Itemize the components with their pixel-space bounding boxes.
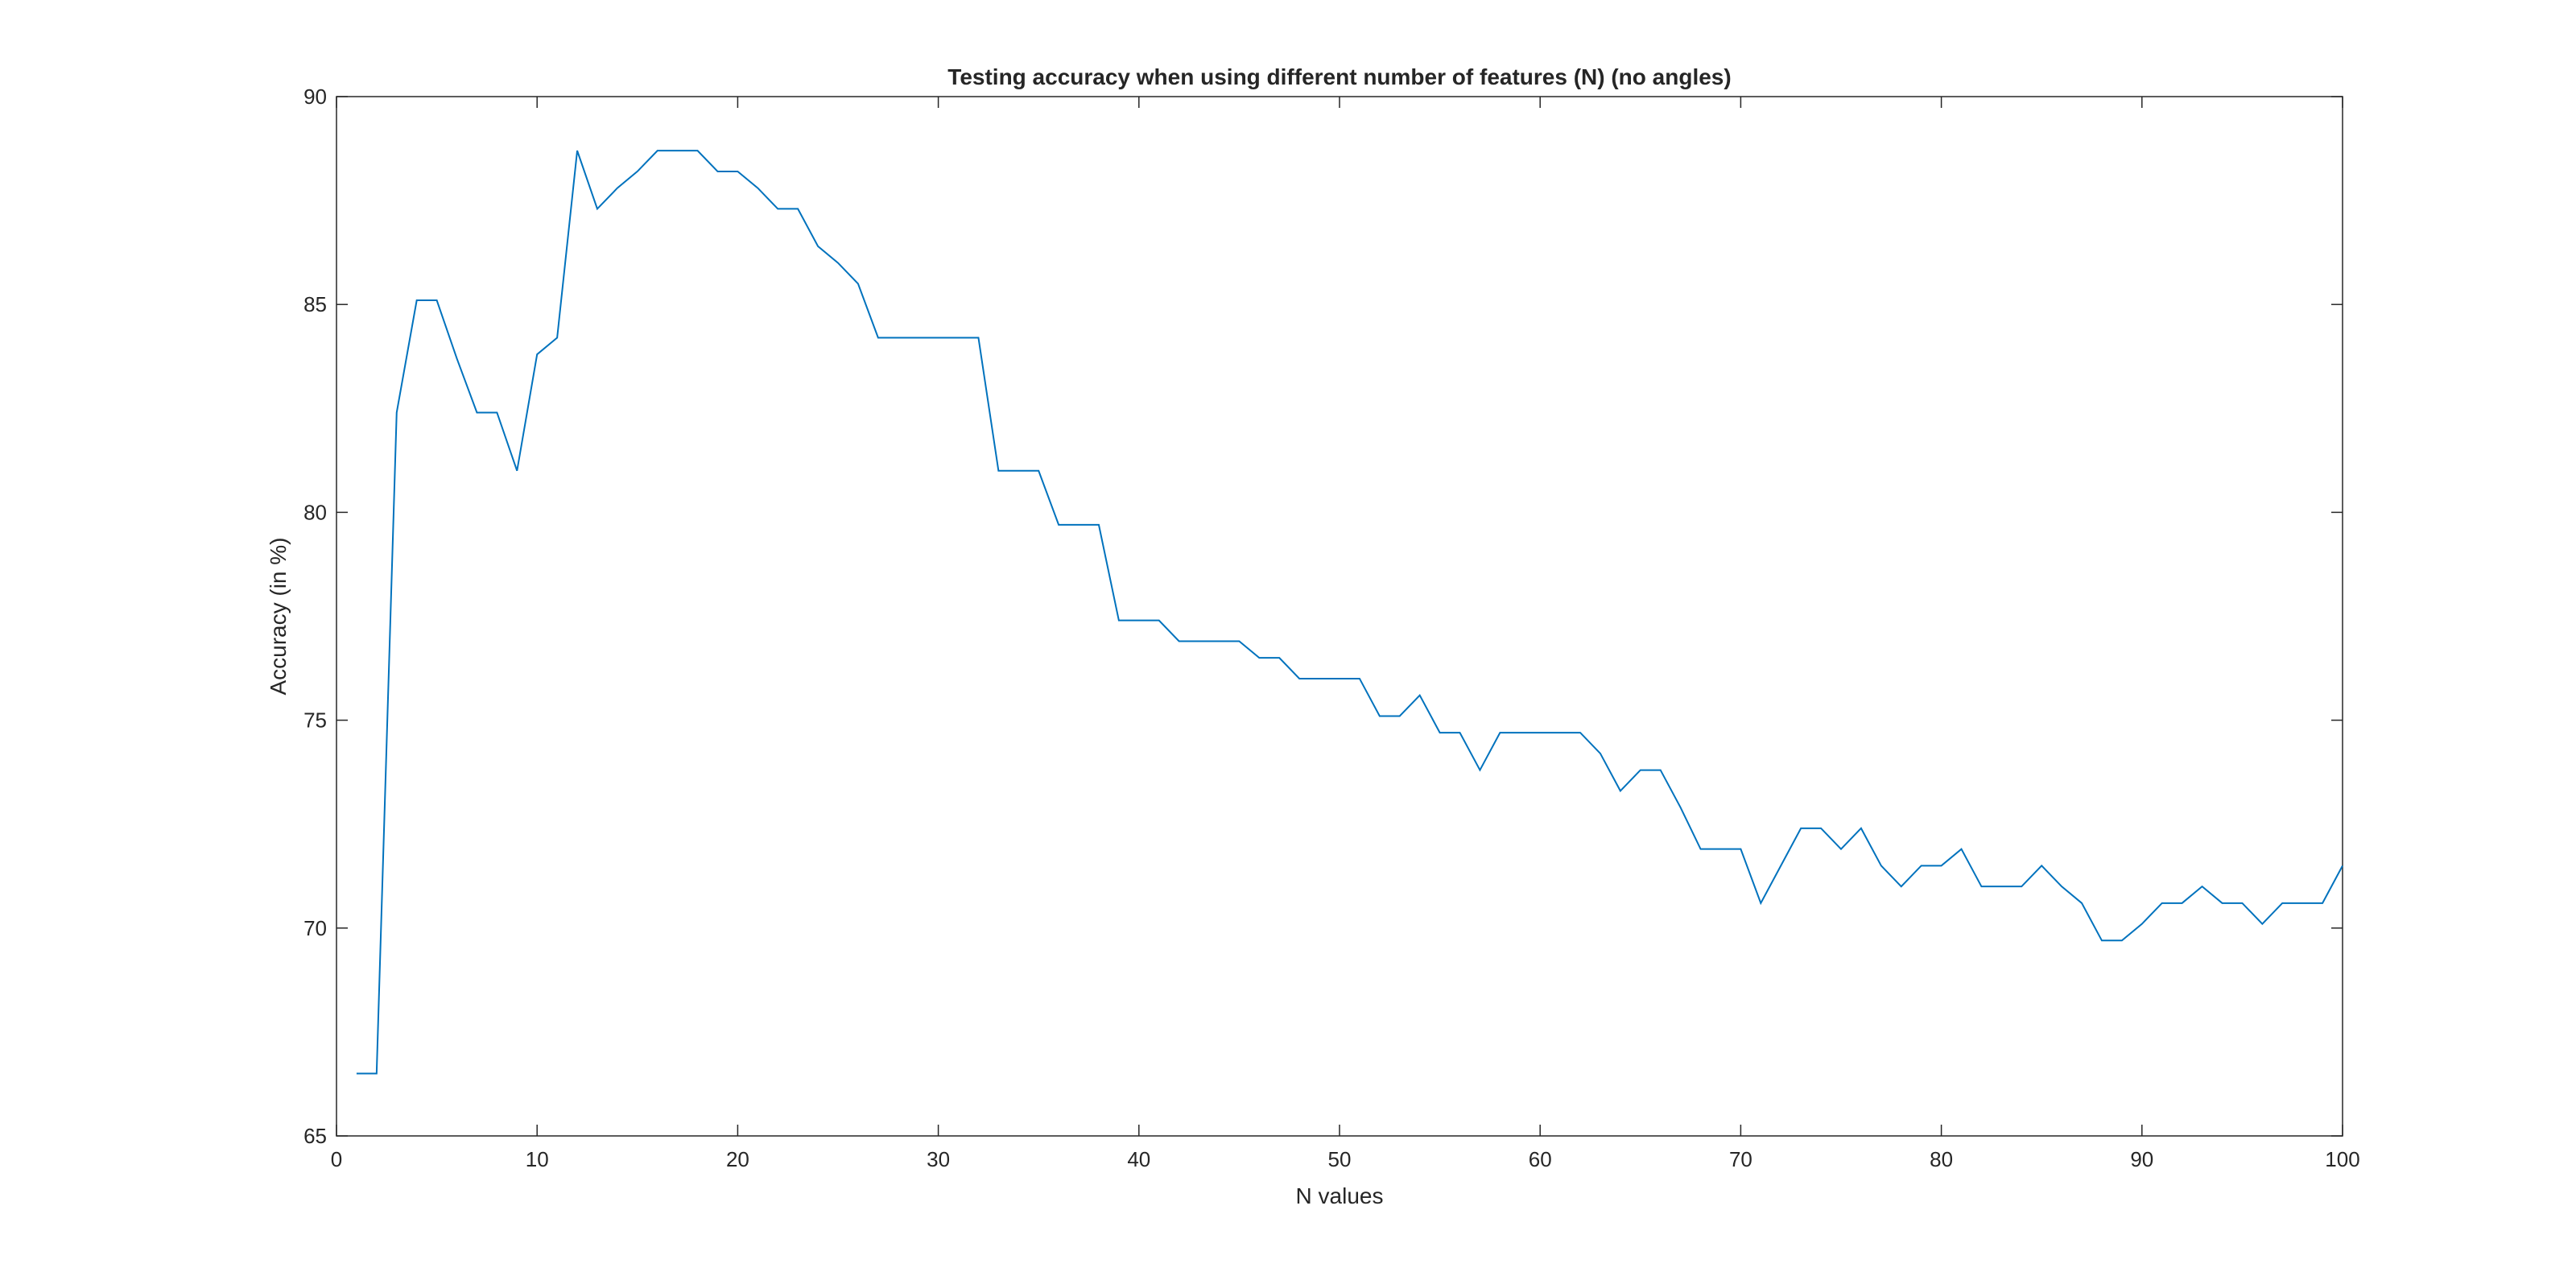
y-axis-label: Accuracy (in %) (266, 537, 291, 695)
x-tick-label: 60 (1529, 1147, 1552, 1171)
chart-title: Testing accuracy when using different nu… (947, 64, 1731, 89)
x-tick-label: 100 (2325, 1147, 2359, 1171)
x-axis-label: N values (1296, 1183, 1384, 1208)
x-tick-label: 10 (526, 1147, 549, 1171)
x-tick-label: 70 (1729, 1147, 1752, 1171)
x-tick-label: 80 (1930, 1147, 1953, 1171)
y-tick-label: 70 (303, 916, 327, 940)
x-tick-label: 50 (1328, 1147, 1352, 1171)
x-tick-label: 90 (2130, 1147, 2153, 1171)
y-tick-label: 80 (303, 500, 327, 524)
plot-area-box (336, 96, 2343, 1137)
x-tick-label: 40 (1127, 1147, 1150, 1171)
x-tick-label: 0 (331, 1147, 342, 1171)
y-tick-label: 85 (303, 292, 327, 316)
series-line (356, 150, 2343, 1075)
x-tick-label: 20 (726, 1147, 749, 1171)
x-tick-label: 30 (927, 1147, 950, 1171)
y-tick-label: 65 (303, 1124, 327, 1148)
y-tick-label: 90 (303, 85, 327, 109)
y-tick-label: 75 (303, 708, 327, 733)
